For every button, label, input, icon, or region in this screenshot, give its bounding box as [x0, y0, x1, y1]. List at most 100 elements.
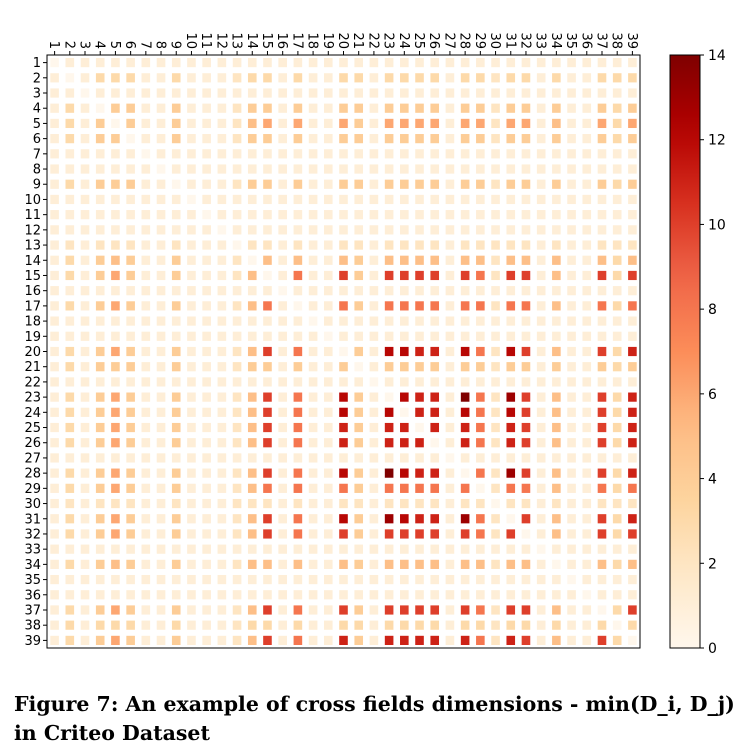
- heatmap-cell: [369, 453, 379, 463]
- heatmap-cell: [217, 453, 227, 463]
- heatmap-cell: [582, 316, 592, 326]
- heatmap-cell: [369, 574, 379, 585]
- heatmap-cell: [369, 194, 379, 205]
- heatmap-cell: [232, 73, 242, 83]
- heatmap-cell: [308, 483, 318, 493]
- x-tick-label: 39: [624, 32, 639, 49]
- heatmap-cell: [156, 635, 166, 645]
- heatmap-cell: [384, 620, 394, 630]
- heatmap-cell: [582, 590, 592, 600]
- heatmap-cell: [247, 377, 257, 387]
- heatmap-cell: [552, 88, 561, 98]
- heatmap-cell: [521, 590, 531, 600]
- heatmap-cell: [65, 88, 75, 98]
- heatmap-cell: [415, 316, 424, 326]
- heatmap-cell: [202, 498, 211, 509]
- heatmap-cell: [476, 88, 485, 98]
- heatmap-cell: [111, 514, 120, 524]
- heatmap-cell: [156, 453, 166, 463]
- heatmap-cell: [217, 225, 227, 235]
- heatmap-cell: [339, 407, 348, 417]
- heatmap-cell: [187, 529, 196, 539]
- heatmap-cell: [141, 514, 151, 524]
- heatmap-cell: [552, 422, 561, 433]
- heatmap-cell: [263, 286, 272, 296]
- heatmap-cell: [369, 286, 379, 296]
- heatmap-cell: [400, 362, 409, 372]
- heatmap-cell: [521, 620, 531, 630]
- heatmap-cell: [400, 210, 409, 220]
- heatmap-cell: [141, 590, 151, 600]
- heatmap-cell: [476, 103, 485, 113]
- heatmap-cell: [308, 118, 318, 129]
- heatmap-cell: [278, 240, 287, 250]
- heatmap-cell: [597, 529, 607, 539]
- heatmap-cell: [491, 103, 500, 113]
- heatmap-cell: [506, 468, 516, 478]
- heatmap-cell: [628, 179, 637, 189]
- heatmap-cell: [217, 377, 227, 387]
- heatmap-cell: [400, 194, 409, 205]
- heatmap-cell: [50, 270, 59, 281]
- heatmap-cell: [263, 73, 272, 83]
- heatmap-cell: [354, 498, 364, 509]
- heatmap-cell: [80, 225, 90, 235]
- heatmap-cell: [126, 255, 135, 265]
- heatmap-cell: [50, 529, 59, 539]
- heatmap-cell: [354, 635, 364, 645]
- heatmap-cell: [612, 301, 622, 311]
- heatmap-cell: [597, 362, 607, 372]
- heatmap-cell: [476, 362, 485, 372]
- heatmap-cell: [126, 498, 135, 509]
- heatmap-cell: [582, 468, 592, 478]
- heatmap-cell: [369, 179, 379, 189]
- heatmap-cell: [126, 422, 135, 433]
- heatmap-cell: [628, 118, 637, 129]
- heatmap-cell: [536, 134, 546, 144]
- heatmap-cell: [111, 346, 120, 357]
- heatmap-cell: [156, 194, 166, 205]
- heatmap-cell: [187, 255, 196, 265]
- heatmap-cell: [415, 544, 424, 554]
- heatmap-cell: [384, 88, 394, 98]
- heatmap-cell: [278, 635, 287, 645]
- heatmap-cell: [339, 422, 348, 433]
- heatmap-cell: [111, 73, 120, 83]
- heatmap-cell: [187, 620, 196, 630]
- heatmap-cell: [536, 559, 546, 569]
- heatmap-cell: [247, 392, 257, 402]
- heatmap-cell: [171, 635, 181, 645]
- heatmap-cell: [202, 210, 211, 220]
- heatmap-cell: [323, 331, 333, 341]
- heatmap-cell: [612, 377, 622, 387]
- heatmap-cell: [339, 316, 348, 326]
- heatmap-cell: [430, 255, 440, 265]
- heatmap-cell: [521, 210, 531, 220]
- heatmap-cell: [445, 590, 455, 600]
- x-tick-label: 37: [593, 32, 608, 49]
- heatmap-cell: [597, 574, 607, 585]
- heatmap-cell: [263, 331, 272, 341]
- heatmap-cell: [400, 483, 409, 493]
- heatmap-cell: [65, 407, 75, 417]
- heatmap-cell: [126, 73, 135, 83]
- heatmap-cell: [400, 73, 409, 83]
- heatmap-cell: [491, 605, 500, 615]
- heatmap-cell: [445, 255, 455, 265]
- heatmap-cell: [597, 194, 607, 205]
- heatmap-cell: [65, 270, 75, 281]
- heatmap-cell: [293, 134, 303, 144]
- heatmap-cell: [156, 620, 166, 630]
- heatmap-cell: [597, 270, 607, 281]
- heatmap-cell: [369, 605, 379, 615]
- heatmap-cell: [126, 362, 135, 372]
- heatmap-cell: [323, 240, 333, 250]
- heatmap-cell: [552, 164, 561, 174]
- heatmap-cell: [536, 483, 546, 493]
- heatmap-cell: [628, 544, 637, 554]
- heatmap-cell: [369, 88, 379, 98]
- heatmap-cell: [612, 88, 622, 98]
- heatmap-cell: [111, 422, 120, 433]
- heatmap-cell: [65, 179, 75, 189]
- heatmap-cell: [171, 316, 181, 326]
